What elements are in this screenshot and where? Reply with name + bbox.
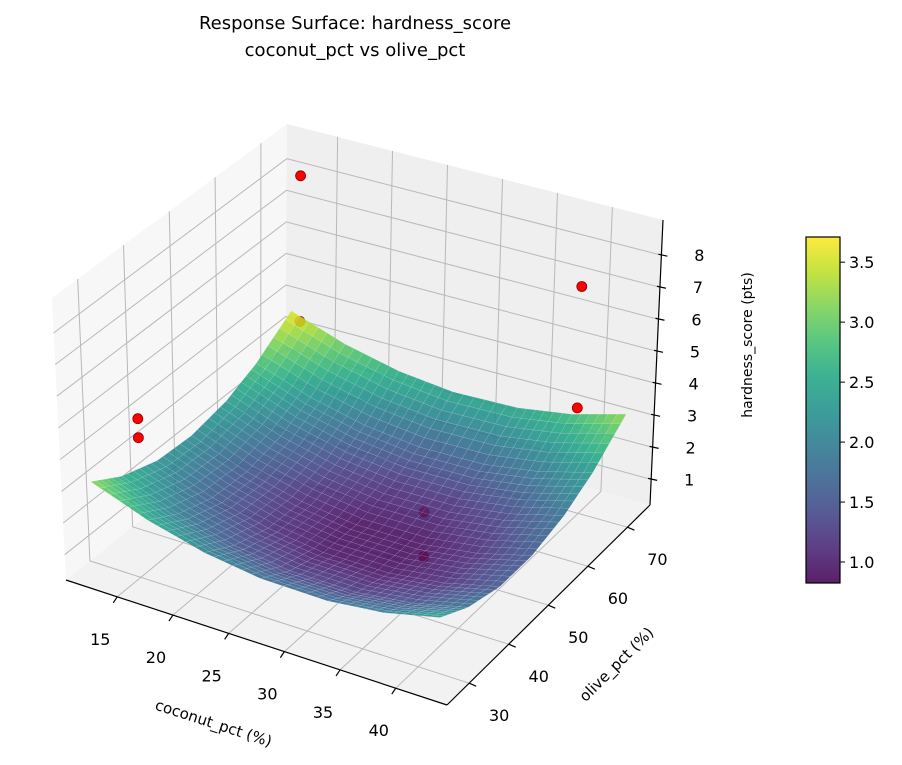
z-axis-label: hardness_score (pts) bbox=[740, 272, 756, 418]
grid-line-z bbox=[58, 252, 658, 429]
x-tick-label: 20 bbox=[146, 648, 166, 667]
y-tick-label: 60 bbox=[608, 589, 628, 608]
grid-line-y bbox=[77, 278, 470, 684]
x-tick-label: 35 bbox=[313, 703, 333, 722]
x-tick bbox=[279, 651, 285, 658]
x-tick bbox=[335, 669, 341, 677]
scatter-front bbox=[132, 170, 588, 444]
z-tick bbox=[650, 413, 661, 417]
y-tick-label: 50 bbox=[568, 628, 588, 647]
z-tick-label: 8 bbox=[694, 246, 704, 265]
scatter-point bbox=[132, 432, 144, 444]
z-tick-label: 6 bbox=[691, 310, 701, 329]
grid-line-x bbox=[395, 207, 613, 689]
z-axis-line bbox=[649, 219, 664, 506]
z-tick bbox=[653, 349, 664, 353]
z-tick-label: 1 bbox=[684, 470, 694, 489]
z-tick-label: 7 bbox=[693, 278, 703, 297]
z-tick bbox=[656, 285, 667, 289]
grid-line-z bbox=[53, 158, 662, 334]
z-tick bbox=[652, 381, 662, 385]
x-tick bbox=[168, 614, 174, 622]
surface-patch bbox=[527, 541, 544, 550]
y-tick-label: 40 bbox=[529, 667, 549, 686]
scatter-point bbox=[295, 170, 307, 182]
surface-patch bbox=[453, 606, 468, 610]
surface-patch bbox=[500, 570, 517, 577]
y-tick bbox=[508, 643, 516, 648]
x-tick bbox=[391, 687, 397, 695]
x-tick-label: 40 bbox=[369, 721, 389, 740]
surface-patch bbox=[564, 493, 579, 502]
z-tick-label: 3 bbox=[687, 406, 697, 425]
z-tick bbox=[655, 317, 665, 321]
chart-subtitle: coconut_pct vs olive_pct bbox=[244, 40, 466, 61]
colorbar: 1.0 1.5 2.0 2.5 3.0 3.5 bbox=[805, 236, 874, 584]
axes: 15 20 25 30 35 40 30 40 50 60 70 1 2 3 4 5 6 7 8 bbox=[65, 219, 704, 740]
colorbar-bar bbox=[805, 236, 841, 584]
surface-patch bbox=[543, 521, 560, 530]
colorbar-tick-label: 2.0 bbox=[849, 433, 874, 452]
x-tick bbox=[224, 633, 230, 640]
surface-patch bbox=[506, 565, 522, 572]
scatter-point bbox=[576, 281, 588, 292]
surface-patch bbox=[522, 548, 538, 556]
grid-line-z bbox=[54, 189, 661, 365]
surface-patch bbox=[484, 585, 501, 591]
x-tick-label: 25 bbox=[201, 666, 221, 685]
surface-patch bbox=[490, 580, 506, 587]
colorbar-tick-label: 2.5 bbox=[849, 373, 874, 392]
scatter-point bbox=[132, 413, 144, 425]
surface-patch bbox=[430, 614, 445, 618]
colorbar-tick-label: 3.5 bbox=[849, 253, 874, 272]
surface-patch bbox=[516, 555, 533, 562]
left-pane bbox=[52, 124, 287, 580]
scatter-point bbox=[571, 402, 583, 414]
y-tick bbox=[627, 526, 635, 531]
surface-patch bbox=[479, 589, 496, 594]
z-tick bbox=[658, 253, 668, 257]
colorbar-tick-label: 3.0 bbox=[849, 313, 874, 332]
surface-patch bbox=[578, 472, 594, 480]
y-tick-label: 70 bbox=[647, 550, 667, 569]
colorbar-tick-label: 1.5 bbox=[849, 493, 874, 512]
y-tick bbox=[587, 565, 596, 570]
y-tick bbox=[548, 604, 556, 609]
surface-patch bbox=[511, 560, 528, 567]
x-axis-label: coconut_pct (%) bbox=[153, 696, 275, 752]
z-tick-label: 4 bbox=[688, 374, 698, 393]
y-tick-label: 30 bbox=[489, 706, 509, 725]
x-tick-label: 30 bbox=[257, 685, 277, 704]
z-tick bbox=[649, 445, 659, 449]
grid-line-z bbox=[59, 284, 656, 460]
chart-title: Response Surface: hardness_score bbox=[198, 13, 512, 34]
grid-line-z bbox=[56, 221, 659, 397]
z-tick bbox=[648, 477, 658, 481]
y-tick bbox=[468, 682, 477, 687]
z-tick-label: 2 bbox=[686, 438, 696, 457]
colorbar-tick-label: 1.0 bbox=[849, 553, 874, 572]
z-tick-label: 5 bbox=[690, 342, 700, 361]
surface bbox=[90, 310, 627, 618]
x-tick bbox=[112, 596, 118, 604]
surface-patch bbox=[473, 592, 490, 598]
surface-patch bbox=[495, 575, 512, 582]
x-tick-label: 15 bbox=[90, 630, 110, 649]
x-axis-line bbox=[65, 579, 448, 706]
